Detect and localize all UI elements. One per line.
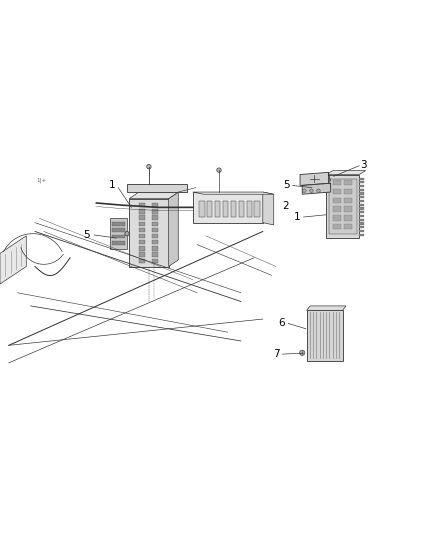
Polygon shape: [307, 306, 346, 310]
Bar: [333, 206, 341, 212]
Text: 1|+: 1|+: [36, 177, 47, 183]
Text: 2: 2: [283, 201, 290, 211]
Bar: [333, 189, 341, 194]
Circle shape: [147, 165, 151, 169]
Bar: [359, 196, 364, 198]
Bar: [152, 259, 158, 263]
Bar: [152, 240, 158, 245]
Bar: [359, 230, 364, 232]
Polygon shape: [110, 219, 127, 249]
Bar: [359, 219, 364, 221]
Circle shape: [217, 168, 221, 172]
Polygon shape: [129, 192, 178, 199]
Bar: [152, 222, 158, 226]
Bar: [344, 189, 352, 194]
Bar: [139, 222, 145, 226]
Text: 5: 5: [83, 230, 90, 240]
Bar: [344, 206, 352, 212]
Bar: [152, 234, 158, 238]
Bar: [139, 234, 145, 238]
Bar: [359, 177, 364, 180]
Polygon shape: [326, 171, 366, 174]
Bar: [359, 222, 364, 224]
Bar: [207, 201, 212, 217]
Bar: [359, 185, 364, 187]
Bar: [359, 204, 364, 206]
Bar: [359, 215, 364, 217]
Polygon shape: [263, 192, 274, 225]
Bar: [139, 253, 145, 257]
Bar: [139, 246, 145, 251]
Bar: [359, 226, 364, 228]
Text: 7: 7: [272, 349, 279, 359]
Bar: [333, 180, 341, 185]
Bar: [333, 224, 341, 229]
Polygon shape: [300, 172, 328, 185]
Polygon shape: [302, 183, 331, 194]
Bar: [359, 181, 364, 183]
Bar: [139, 215, 145, 220]
Text: 6: 6: [278, 318, 285, 328]
Circle shape: [317, 189, 320, 192]
Bar: [359, 211, 364, 213]
Text: 1: 1: [108, 181, 115, 190]
Bar: [152, 215, 158, 220]
Bar: [152, 246, 158, 251]
Polygon shape: [193, 192, 263, 223]
Bar: [344, 198, 352, 203]
Bar: [344, 215, 352, 221]
Bar: [199, 201, 205, 217]
Bar: [152, 203, 158, 207]
Bar: [223, 201, 228, 217]
Bar: [152, 209, 158, 214]
Polygon shape: [0, 236, 26, 284]
Bar: [359, 192, 364, 195]
Circle shape: [300, 350, 305, 356]
Circle shape: [310, 189, 313, 192]
Text: 1: 1: [293, 212, 300, 222]
Circle shape: [125, 231, 129, 236]
Bar: [152, 228, 158, 232]
Bar: [215, 201, 220, 217]
Bar: [139, 259, 145, 263]
Bar: [112, 222, 125, 226]
Bar: [247, 201, 252, 217]
Bar: [139, 203, 145, 207]
Circle shape: [303, 189, 306, 192]
Bar: [139, 240, 145, 245]
Bar: [344, 180, 352, 185]
Bar: [112, 241, 125, 245]
Bar: [333, 198, 341, 203]
Bar: [139, 209, 145, 214]
Polygon shape: [169, 192, 178, 266]
Bar: [139, 228, 145, 232]
Polygon shape: [326, 174, 359, 238]
Polygon shape: [127, 184, 187, 192]
Polygon shape: [307, 310, 343, 361]
Text: 5: 5: [283, 181, 290, 190]
Bar: [112, 229, 125, 232]
Polygon shape: [129, 199, 169, 266]
Bar: [152, 253, 158, 257]
Bar: [239, 201, 244, 217]
Bar: [359, 189, 364, 191]
Bar: [328, 179, 357, 233]
Bar: [359, 200, 364, 202]
Bar: [231, 201, 236, 217]
Bar: [254, 201, 260, 217]
Bar: [359, 233, 364, 236]
Bar: [344, 224, 352, 229]
Text: 3: 3: [360, 160, 367, 170]
Bar: [359, 207, 364, 209]
Polygon shape: [193, 192, 274, 194]
Bar: [333, 215, 341, 221]
Bar: [112, 235, 125, 238]
